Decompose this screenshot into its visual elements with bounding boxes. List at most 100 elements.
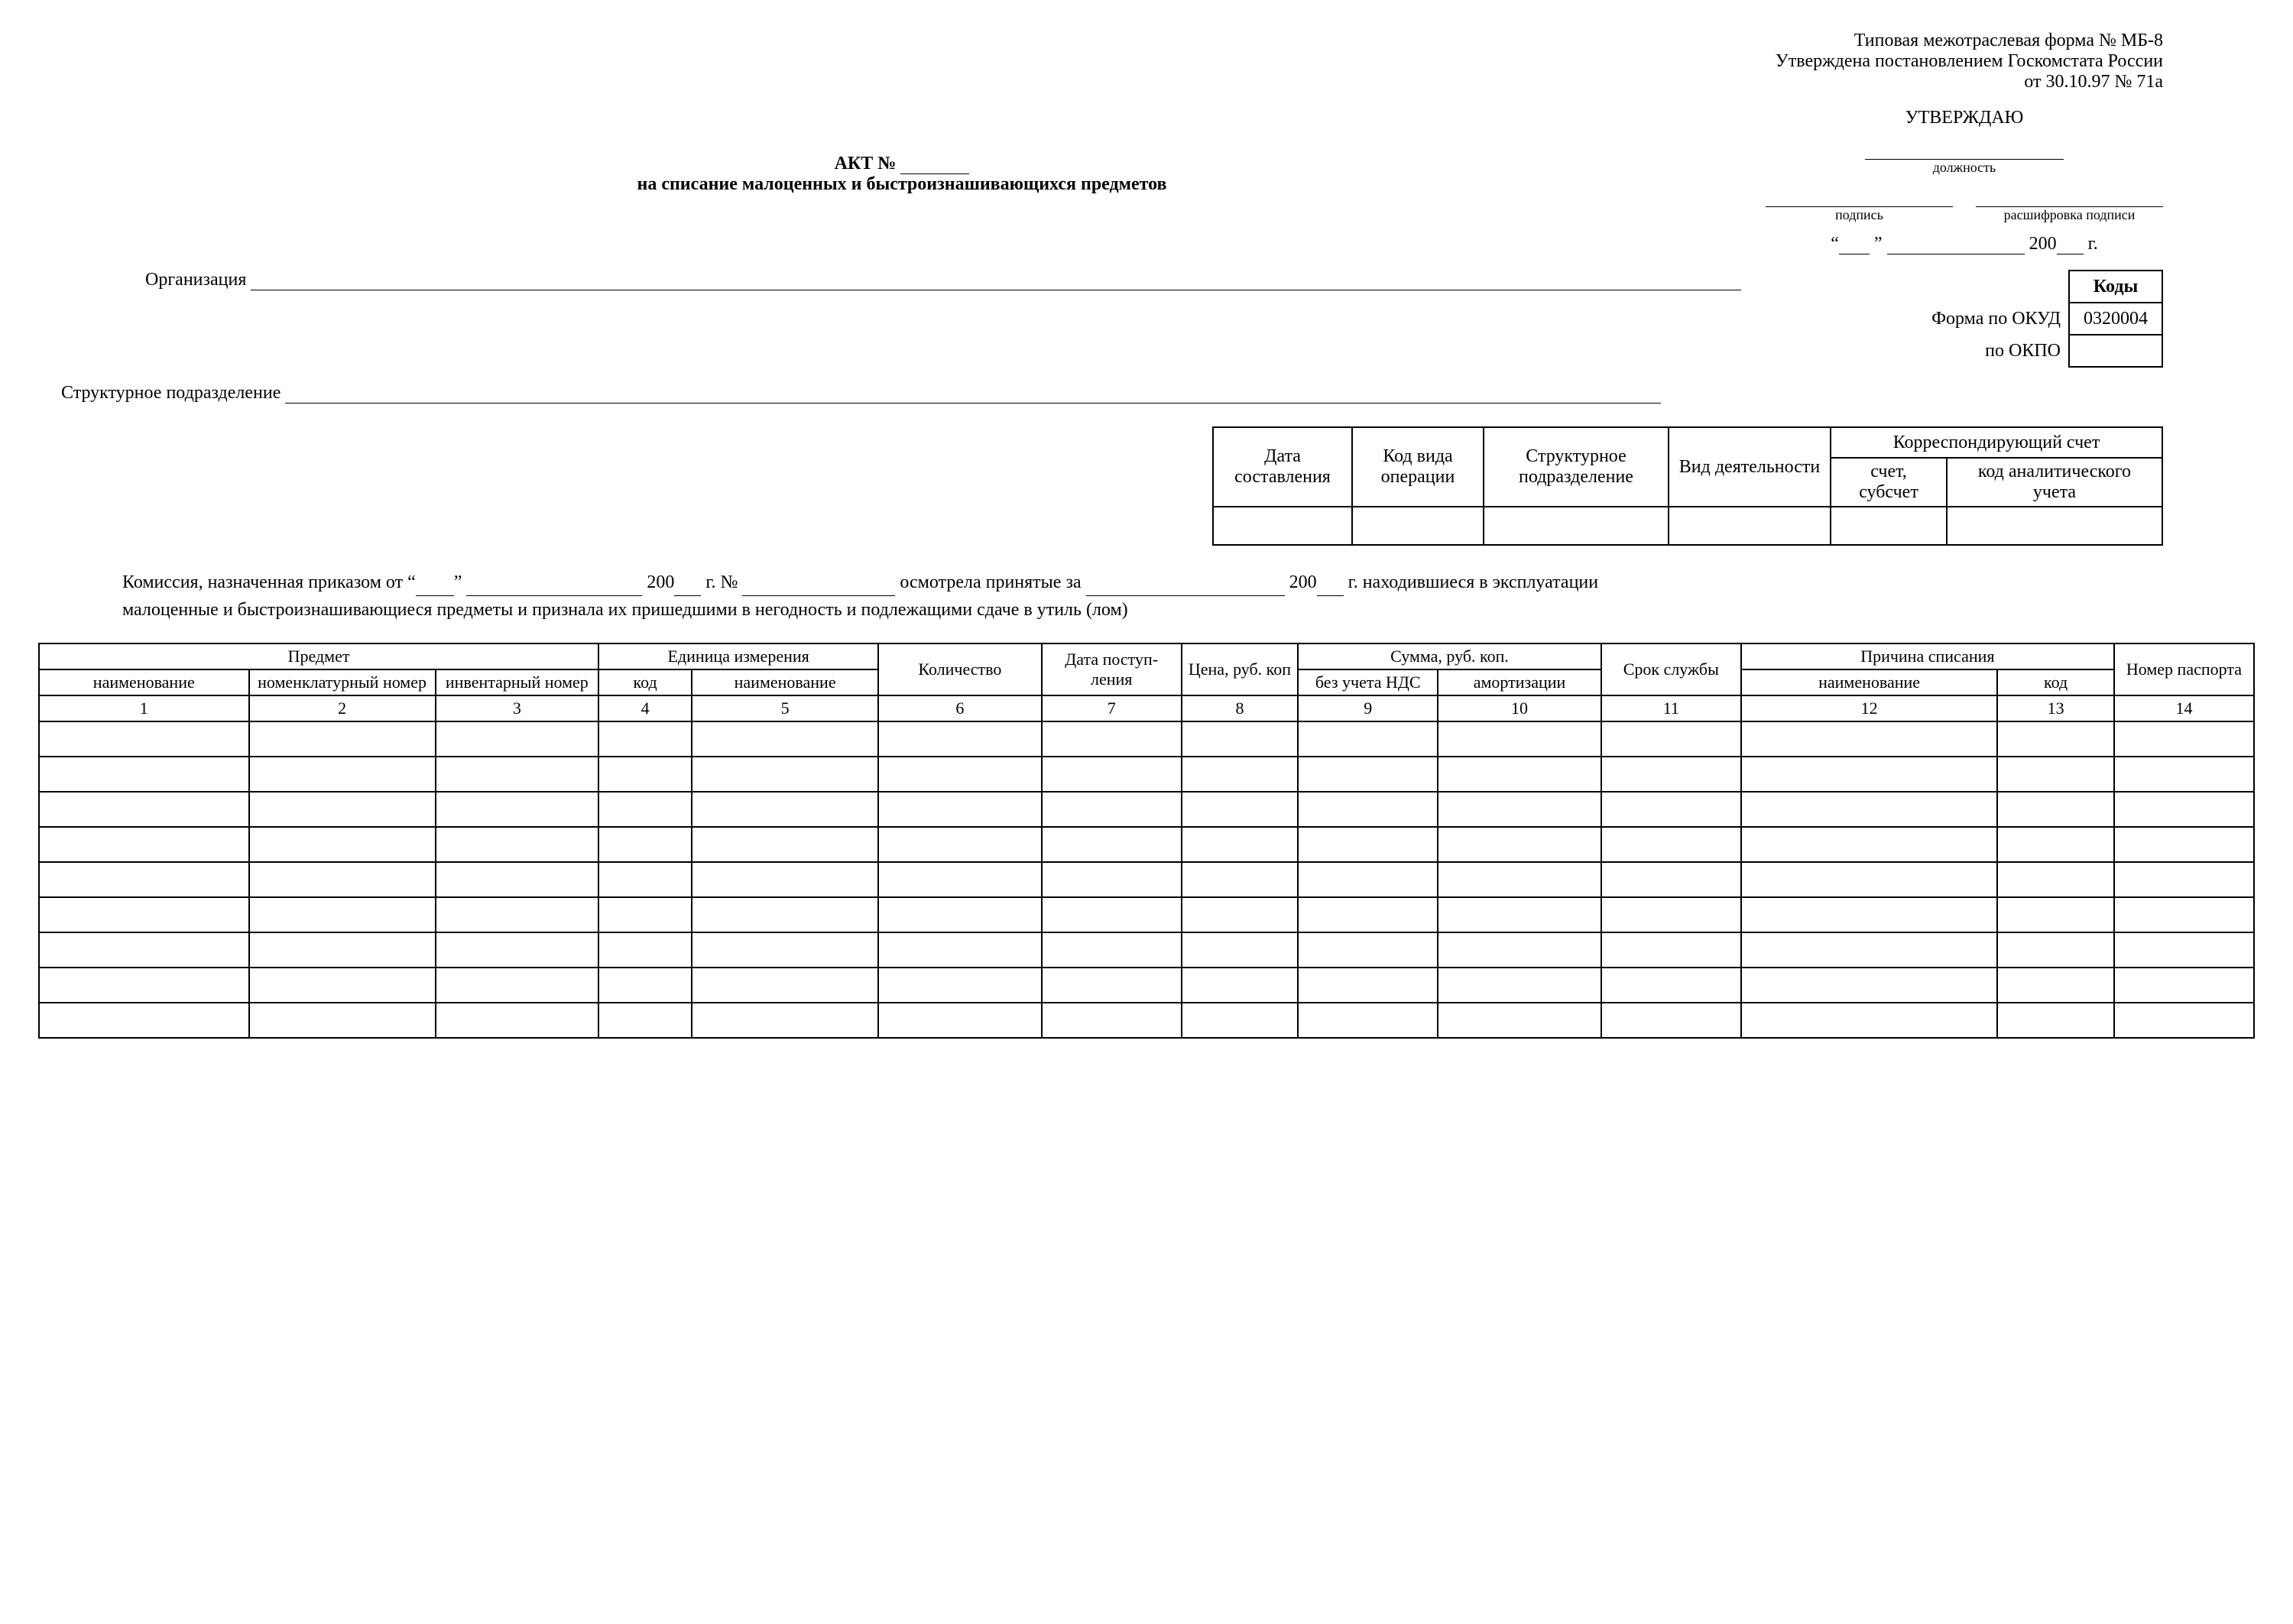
info-opcode-cell[interactable] — [1352, 507, 1484, 545]
cell[interactable] — [692, 862, 878, 897]
cell[interactable] — [878, 968, 1042, 1003]
cell[interactable] — [1042, 862, 1182, 897]
signature-line[interactable] — [1766, 190, 1953, 207]
cell[interactable] — [878, 792, 1042, 827]
cell[interactable] — [878, 721, 1042, 757]
cell[interactable] — [1438, 757, 1601, 792]
cell[interactable] — [598, 792, 692, 827]
cell[interactable] — [2114, 1003, 2254, 1038]
cell[interactable] — [692, 792, 878, 827]
cell[interactable] — [39, 1003, 249, 1038]
cell[interactable] — [1298, 721, 1438, 757]
cell[interactable] — [1741, 1003, 1998, 1038]
cell[interactable] — [2114, 721, 2254, 757]
narr-month[interactable] — [466, 580, 642, 596]
cell[interactable] — [878, 1003, 1042, 1038]
info-activity-cell[interactable] — [1669, 507, 1831, 545]
cell[interactable] — [1741, 792, 1998, 827]
cell[interactable] — [1741, 721, 1998, 757]
info-date-cell[interactable] — [1213, 507, 1352, 545]
cell[interactable] — [1182, 757, 1299, 792]
cell[interactable] — [878, 862, 1042, 897]
cell[interactable] — [1438, 827, 1601, 862]
cell[interactable] — [436, 968, 599, 1003]
cell[interactable] — [249, 862, 436, 897]
cell[interactable] — [1298, 968, 1438, 1003]
decipher-line[interactable] — [1976, 190, 2163, 207]
cell[interactable] — [1997, 757, 2114, 792]
cell[interactable] — [2114, 757, 2254, 792]
cell[interactable] — [692, 932, 878, 968]
cell[interactable] — [598, 968, 692, 1003]
cell[interactable] — [249, 827, 436, 862]
cell[interactable] — [1042, 1003, 1182, 1038]
cell[interactable] — [1741, 757, 1998, 792]
cell[interactable] — [1182, 827, 1299, 862]
cell[interactable] — [436, 757, 599, 792]
cell[interactable] — [1182, 1003, 1299, 1038]
cell[interactable] — [249, 1003, 436, 1038]
cell[interactable] — [1997, 792, 2114, 827]
cell[interactable] — [1997, 932, 2114, 968]
cell[interactable] — [1438, 932, 1601, 968]
cell[interactable] — [1042, 721, 1182, 757]
cell[interactable] — [1042, 932, 1182, 968]
cell[interactable] — [436, 862, 599, 897]
cell[interactable] — [39, 757, 249, 792]
cell[interactable] — [598, 827, 692, 862]
cell[interactable] — [692, 757, 878, 792]
narr-period[interactable] — [1086, 580, 1285, 596]
year-field[interactable] — [2057, 238, 2084, 254]
cell[interactable] — [1182, 932, 1299, 968]
cell[interactable] — [1601, 862, 1741, 897]
cell[interactable] — [1997, 862, 2114, 897]
cell[interactable] — [692, 968, 878, 1003]
cell[interactable] — [2114, 897, 2254, 932]
cell[interactable] — [1298, 932, 1438, 968]
info-analytic-cell[interactable] — [1947, 507, 2162, 545]
cell[interactable] — [2114, 792, 2254, 827]
okpo-value[interactable] — [2069, 335, 2162, 367]
cell[interactable] — [598, 721, 692, 757]
cell[interactable] — [598, 757, 692, 792]
cell[interactable] — [1298, 862, 1438, 897]
cell[interactable] — [249, 968, 436, 1003]
cell[interactable] — [1601, 968, 1741, 1003]
cell[interactable] — [1741, 932, 1998, 968]
cell[interactable] — [39, 932, 249, 968]
cell[interactable] — [1601, 897, 1741, 932]
cell[interactable] — [2114, 862, 2254, 897]
cell[interactable] — [1182, 968, 1299, 1003]
narr-year2[interactable] — [1317, 580, 1344, 596]
cell[interactable] — [436, 1003, 599, 1038]
cell[interactable] — [1741, 897, 1998, 932]
cell[interactable] — [1182, 792, 1299, 827]
cell[interactable] — [1438, 897, 1601, 932]
cell[interactable] — [878, 897, 1042, 932]
cell[interactable] — [1042, 897, 1182, 932]
cell[interactable] — [436, 827, 599, 862]
cell[interactable] — [249, 757, 436, 792]
cell[interactable] — [1601, 827, 1741, 862]
cell[interactable] — [1182, 862, 1299, 897]
struct-field[interactable] — [285, 387, 1661, 404]
cell[interactable] — [1997, 1003, 2114, 1038]
cell[interactable] — [1741, 968, 1998, 1003]
cell[interactable] — [39, 721, 249, 757]
cell[interactable] — [692, 1003, 878, 1038]
cell[interactable] — [1601, 721, 1741, 757]
cell[interactable] — [1601, 932, 1741, 968]
cell[interactable] — [1601, 1003, 1741, 1038]
cell[interactable] — [2114, 968, 2254, 1003]
cell[interactable] — [436, 721, 599, 757]
cell[interactable] — [1741, 827, 1998, 862]
cell[interactable] — [598, 862, 692, 897]
cell[interactable] — [249, 721, 436, 757]
cell[interactable] — [39, 897, 249, 932]
cell[interactable] — [878, 757, 1042, 792]
cell[interactable] — [1298, 792, 1438, 827]
cell[interactable] — [249, 792, 436, 827]
cell[interactable] — [1298, 827, 1438, 862]
cell[interactable] — [39, 792, 249, 827]
cell[interactable] — [1298, 757, 1438, 792]
